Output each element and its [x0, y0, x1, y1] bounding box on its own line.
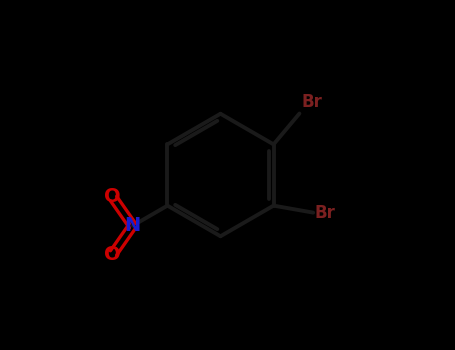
Text: O: O	[104, 187, 121, 206]
Text: Br: Br	[301, 93, 322, 111]
Text: N: N	[125, 216, 141, 235]
Text: Br: Br	[315, 204, 336, 222]
Text: O: O	[104, 245, 121, 264]
